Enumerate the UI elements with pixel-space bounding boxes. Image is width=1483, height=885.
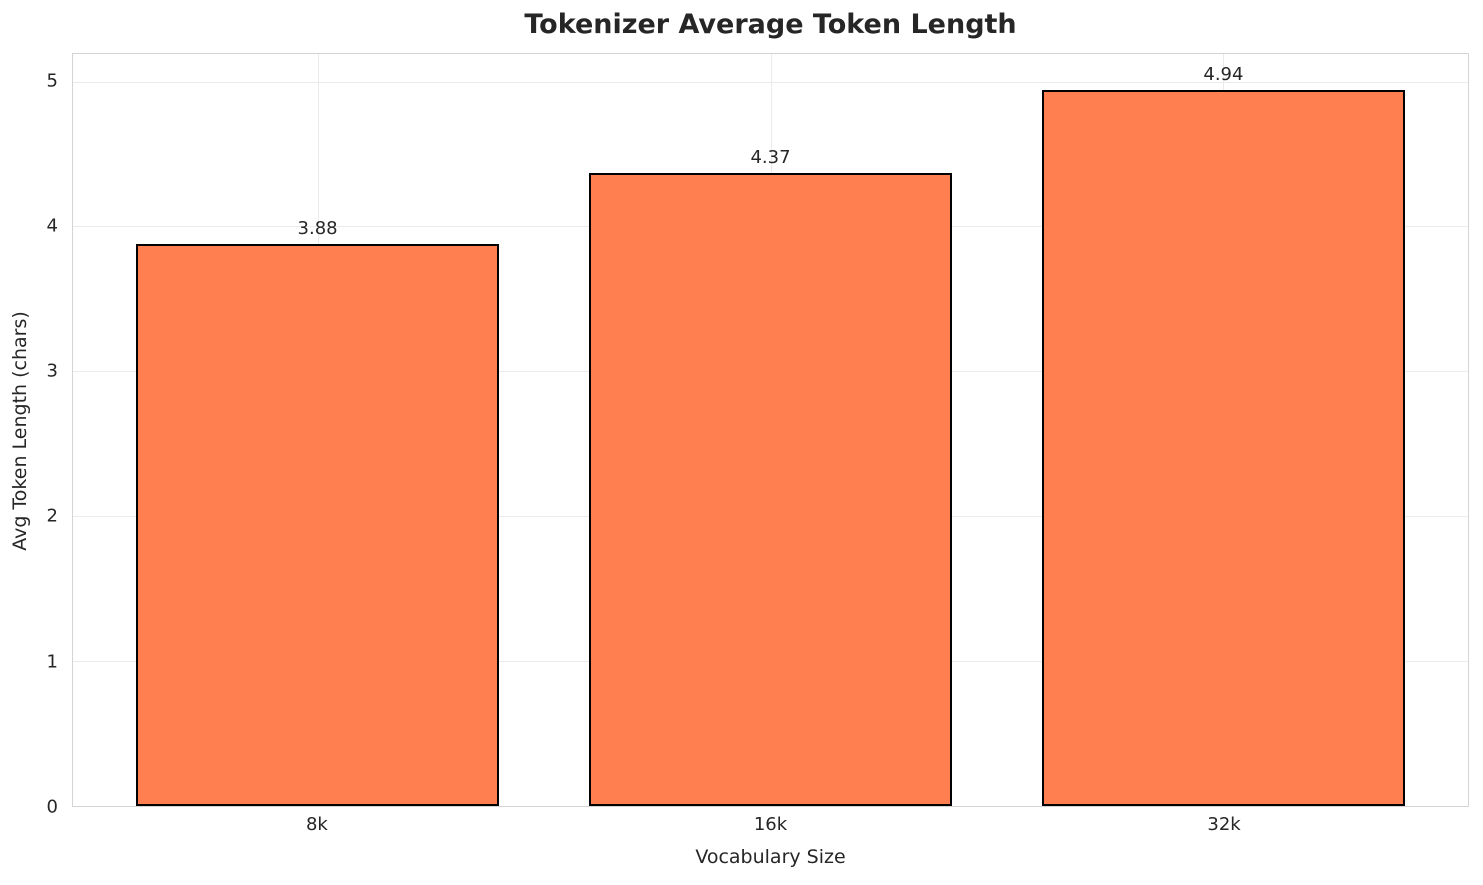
y-tick-label: 2 <box>46 505 58 527</box>
x-tick-label: 32k <box>1207 814 1241 835</box>
plot-area: 3.88 4.37 4.94 <box>72 53 1469 807</box>
y-tick-label: 3 <box>46 360 58 382</box>
y-tick-label: 5 <box>46 70 58 92</box>
x-tick-label: 8k <box>305 814 328 835</box>
bar-8k <box>136 243 499 806</box>
x-tick-label: 16k <box>753 814 788 835</box>
bar-value-label: 3.88 <box>297 217 338 239</box>
bar-16k <box>589 172 952 806</box>
bar-value-label: 4.94 <box>1203 64 1244 86</box>
y-tick-label: 4 <box>46 215 58 237</box>
y-tick-label: 0 <box>46 796 58 818</box>
bar-32k <box>1042 90 1405 806</box>
x-tick-labels: 8k 16k 32k <box>72 814 1469 840</box>
chart-title: Tokenizer Average Token Length <box>524 9 1017 40</box>
x-axis-label: Vocabulary Size <box>695 846 846 868</box>
y-tick-labels: 0 1 2 3 4 5 <box>0 53 58 817</box>
y-tick-label: 1 <box>46 651 58 673</box>
bar-value-label: 4.37 <box>750 146 791 168</box>
